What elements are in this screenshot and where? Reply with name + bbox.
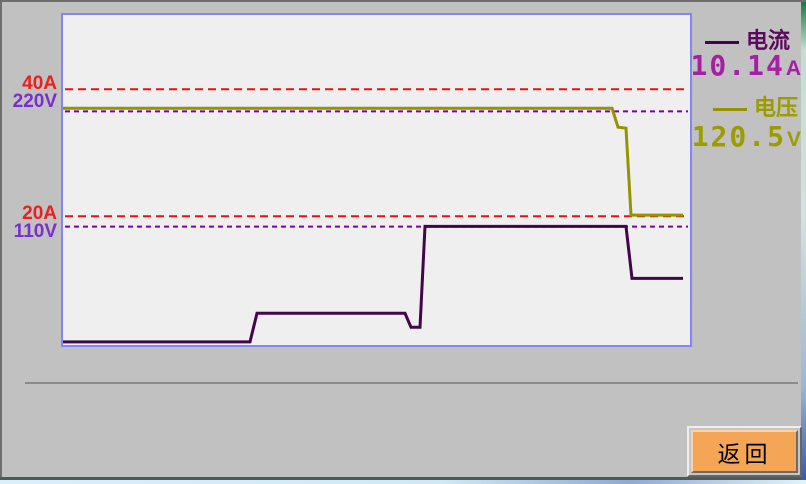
screen-edge-bottom bbox=[0, 477, 806, 480]
voltage-readout: 120.5 V bbox=[692, 122, 801, 152]
axis-label-220v: 220V bbox=[12, 91, 57, 112]
axis-label-40a: 40A bbox=[22, 73, 57, 94]
current-readout-value: 10.14 bbox=[690, 49, 785, 82]
trace-voltage bbox=[63, 106, 683, 217]
axis-label-110v: 110V bbox=[13, 221, 57, 242]
screen-edge-left bbox=[0, 0, 2, 479]
current-legend-label: 电流 bbox=[746, 28, 791, 53]
current-readout-unit: A bbox=[785, 57, 801, 80]
screen-edge-right bbox=[801, 2, 806, 480]
voltage-legend-swatch bbox=[713, 108, 747, 111]
chart-canvas bbox=[63, 88, 688, 344]
back-button[interactable]: 返回 bbox=[687, 426, 802, 477]
current-readout: 10.14 A bbox=[690, 49, 801, 82]
axis-label-20a: 20A bbox=[22, 203, 57, 224]
screen-edge-top bbox=[0, 0, 806, 2]
back-button-label: 返回 bbox=[717, 440, 772, 467]
back-button-face[interactable]: 返回 bbox=[691, 430, 798, 473]
screen-edge-bottom-glow bbox=[0, 480, 806, 484]
voltage-readout-value: 120.5 bbox=[691, 120, 786, 153]
trace-current bbox=[63, 224, 683, 344]
voltage-readout-unit: V bbox=[786, 128, 801, 151]
voltage-legend-label: 电压 bbox=[754, 95, 799, 120]
horizontal-divider bbox=[25, 382, 798, 384]
trend-chart-area bbox=[61, 13, 692, 347]
current-legend-swatch bbox=[705, 41, 739, 44]
